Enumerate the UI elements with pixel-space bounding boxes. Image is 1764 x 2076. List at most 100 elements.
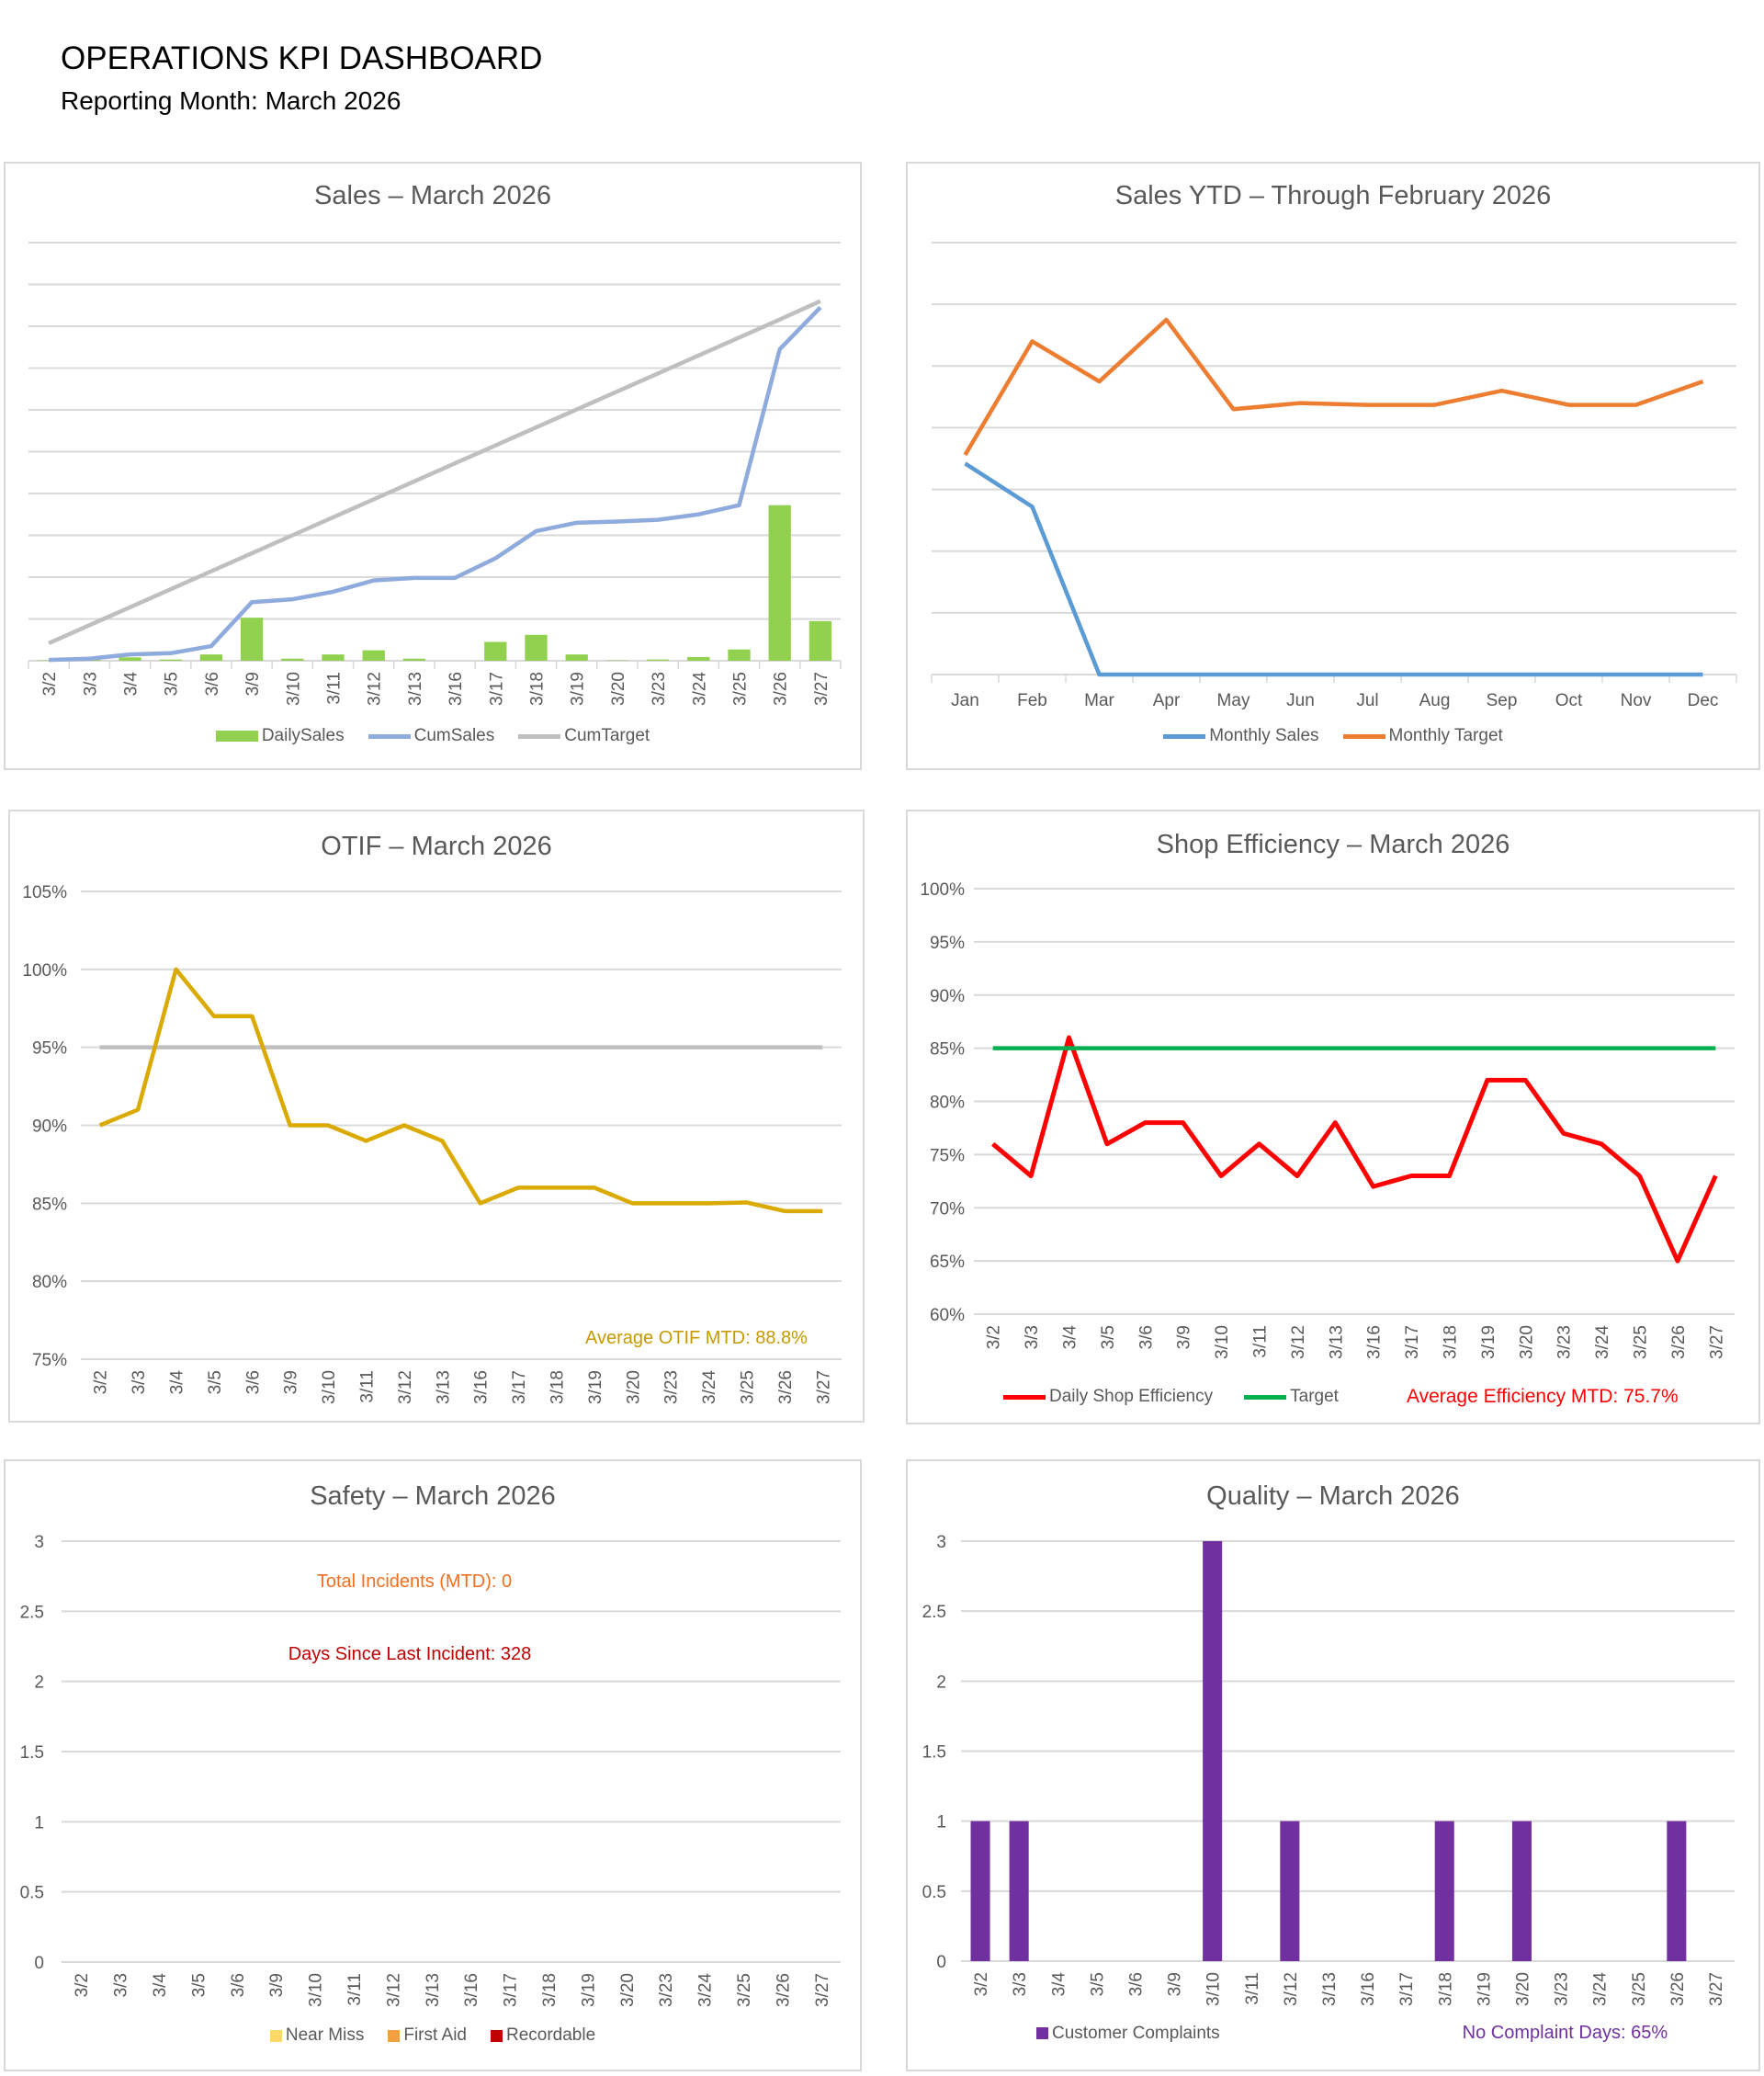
x-tick-label: 3/25: [1632, 1325, 1651, 1359]
series-line-daily-shop-efficiency: [991, 1035, 1718, 1264]
y-tick-label: 80%: [930, 1094, 965, 1113]
bar-dailysales: [322, 654, 345, 661]
series-line-monthly-target: [963, 317, 1704, 457]
y-tick-label: 105%: [22, 883, 67, 902]
y-tick-label: 90%: [930, 987, 965, 1006]
x-tick-label: 3/9: [282, 1370, 301, 1394]
bar-dailysales: [281, 658, 304, 661]
legend-item: Customer Complaints: [1036, 2024, 1220, 2044]
x-tick-label: 3/20: [618, 1973, 638, 2007]
x-tick-label: 3/20: [1517, 1325, 1536, 1359]
y-tick-label: 75%: [930, 1146, 965, 1165]
x-tick-label: 3/17: [1403, 1325, 1422, 1359]
y-tick-label: 100%: [920, 880, 965, 900]
legend-item: DailySales: [215, 726, 345, 746]
series-line-monthly-sales: [964, 461, 1703, 677]
x-tick-label: 3/24: [1593, 1325, 1612, 1359]
legend-label: Target: [1290, 1387, 1339, 1406]
reporting-month: Reporting Month: March 2026: [61, 86, 401, 115]
x-tick-label: 3/17: [502, 1973, 521, 2007]
legend-swatch: [490, 2029, 503, 2042]
x-tick-label: 3/27: [1707, 1972, 1726, 2006]
safety-chart-panel: 0 0.5 1 1.5 2 2.5 3 3/2 3/3 3/4 3/5 3/6 3/9 3/10 3/11 3…: [4, 1459, 862, 2071]
legend-swatch: [215, 731, 258, 742]
x-tick-label: 3/27: [814, 1370, 833, 1404]
x-tick-label: 3/4: [1049, 1972, 1069, 1997]
series-line-cumsales: [49, 305, 822, 663]
legend-swatch: [269, 2029, 282, 2042]
y-tick-label: 95%: [32, 1039, 67, 1059]
chart-title: OTIF – March 2026: [321, 832, 552, 861]
x-tick-label: 3/20: [609, 672, 628, 706]
x-tick-label: 3/10: [320, 1370, 339, 1404]
bar-customer-complaints: [1511, 1821, 1532, 1961]
bar-dailysales: [525, 634, 548, 661]
x-tick-label: 3/24: [690, 672, 709, 706]
x-tick-label: 3/13: [424, 1973, 443, 2007]
sales-chart-panel: 3/2 3/3 3/4 3/5 3/6 3/9 3/10 3/11 3/12 3/13 3/16 3/…: [4, 162, 862, 770]
x-tick-label: 3/12: [366, 672, 385, 706]
legend-label: Monthly Sales: [1209, 726, 1319, 745]
x-tick-label: 3/27: [1707, 1325, 1726, 1359]
otif-chart-panel: 75% 80% 85% 90% 95% 100% 105% 3/2 3/3 3/4 3/5 3/6 3/…: [8, 810, 865, 1423]
chart-legend: Daily Shop Efficiency Target Average Effic…: [908, 1386, 1758, 1408]
x-tick-label: 3/19: [579, 1973, 598, 2007]
y-tick-label: 2: [34, 1673, 44, 1693]
x-tick-label: 3/25: [1630, 1972, 1649, 2006]
x-tick-label: 3/26: [1669, 1325, 1689, 1359]
x-tick-label: 3/25: [735, 1973, 754, 2007]
x-tick-label: 3/12: [1282, 1972, 1301, 2006]
x-tick-label: 3/9: [1166, 1972, 1185, 1996]
x-tick-label: 3/19: [1479, 1325, 1498, 1359]
chart-title: Quality – March 2026: [1206, 1481, 1460, 1511]
bar-dailysales: [565, 654, 588, 661]
legend-swatch: [388, 2029, 401, 2042]
x-tick-label: 3/12: [384, 1973, 403, 2007]
legend-label: Near Miss: [285, 2025, 365, 2045]
legend-swatch: [1342, 733, 1385, 739]
x-tick-label: 3/13: [406, 672, 425, 706]
x-tick-label: 3/2: [985, 1325, 1004, 1349]
x-tick-label: 3/16: [1365, 1325, 1385, 1359]
chart-title: Sales – March 2026: [314, 181, 551, 210]
x-tick-label: 3/26: [774, 1973, 793, 2007]
x-tick-label: 3/12: [1289, 1325, 1308, 1359]
x-tick-label: 3/23: [1553, 1972, 1572, 2006]
x-tick-label: 3/23: [657, 1973, 676, 2007]
dashboard-title: OPERATIONS KPI DASHBOARD: [61, 40, 543, 76]
chart-annotation: Average Efficiency MTD: 75.7%: [1406, 1386, 1679, 1407]
y-tick-label: 3: [936, 1533, 946, 1552]
x-tick-label: 3/26: [776, 1370, 796, 1404]
x-tick-label: 3/10: [307, 1973, 326, 2007]
legend-swatch: [518, 733, 561, 739]
x-tick-label: 3/18: [528, 672, 548, 706]
bar-dailysales: [199, 654, 223, 661]
legend-item: Daily Shop Efficiency: [1003, 1387, 1213, 1407]
bar-dailysales: [362, 650, 385, 661]
x-tick-label: 3/23: [1555, 1325, 1575, 1359]
x-tick-label: 3/6: [229, 1973, 248, 1997]
bar-customer-complaints: [970, 1821, 990, 1961]
x-tick-label: Jan: [951, 691, 979, 710]
chart-legend: Customer Complaints No Complaint Days: 65…: [908, 2023, 1758, 2044]
bar-dailysales: [402, 658, 426, 661]
legend-label: Daily Shop Efficiency: [1049, 1387, 1214, 1406]
x-tick-label: 3/2: [92, 1370, 111, 1394]
bar-customer-complaints: [1434, 1821, 1454, 1961]
x-tick-label: 3/6: [203, 672, 222, 696]
y-tick-label: 2.5: [20, 1603, 44, 1622]
y-tick-label: 60%: [930, 1306, 965, 1325]
x-tick-label: 3/9: [243, 672, 263, 696]
efficiency-chart-svg: 60% 65% 70% 75% 80% 85% 90% 95% 100% 3/2 3/3 3/4 3/5…: [920, 880, 1735, 1359]
y-tick-label: 70%: [930, 1199, 965, 1219]
bar-dailysales: [119, 657, 141, 661]
x-tick-label: Dec: [1688, 691, 1719, 710]
x-tick-label: Mar: [1084, 691, 1114, 710]
x-tick-label: 3/11: [1251, 1325, 1271, 1358]
x-tick-label: 3/25: [731, 672, 751, 706]
x-tick-label: 3/20: [624, 1370, 643, 1404]
y-tick-label: 0.5: [20, 1884, 44, 1903]
x-tick-label: Aug: [1419, 691, 1451, 710]
legend-swatch: [1163, 733, 1206, 739]
chart-legend: DailySales CumSales CumTarget: [6, 726, 860, 746]
